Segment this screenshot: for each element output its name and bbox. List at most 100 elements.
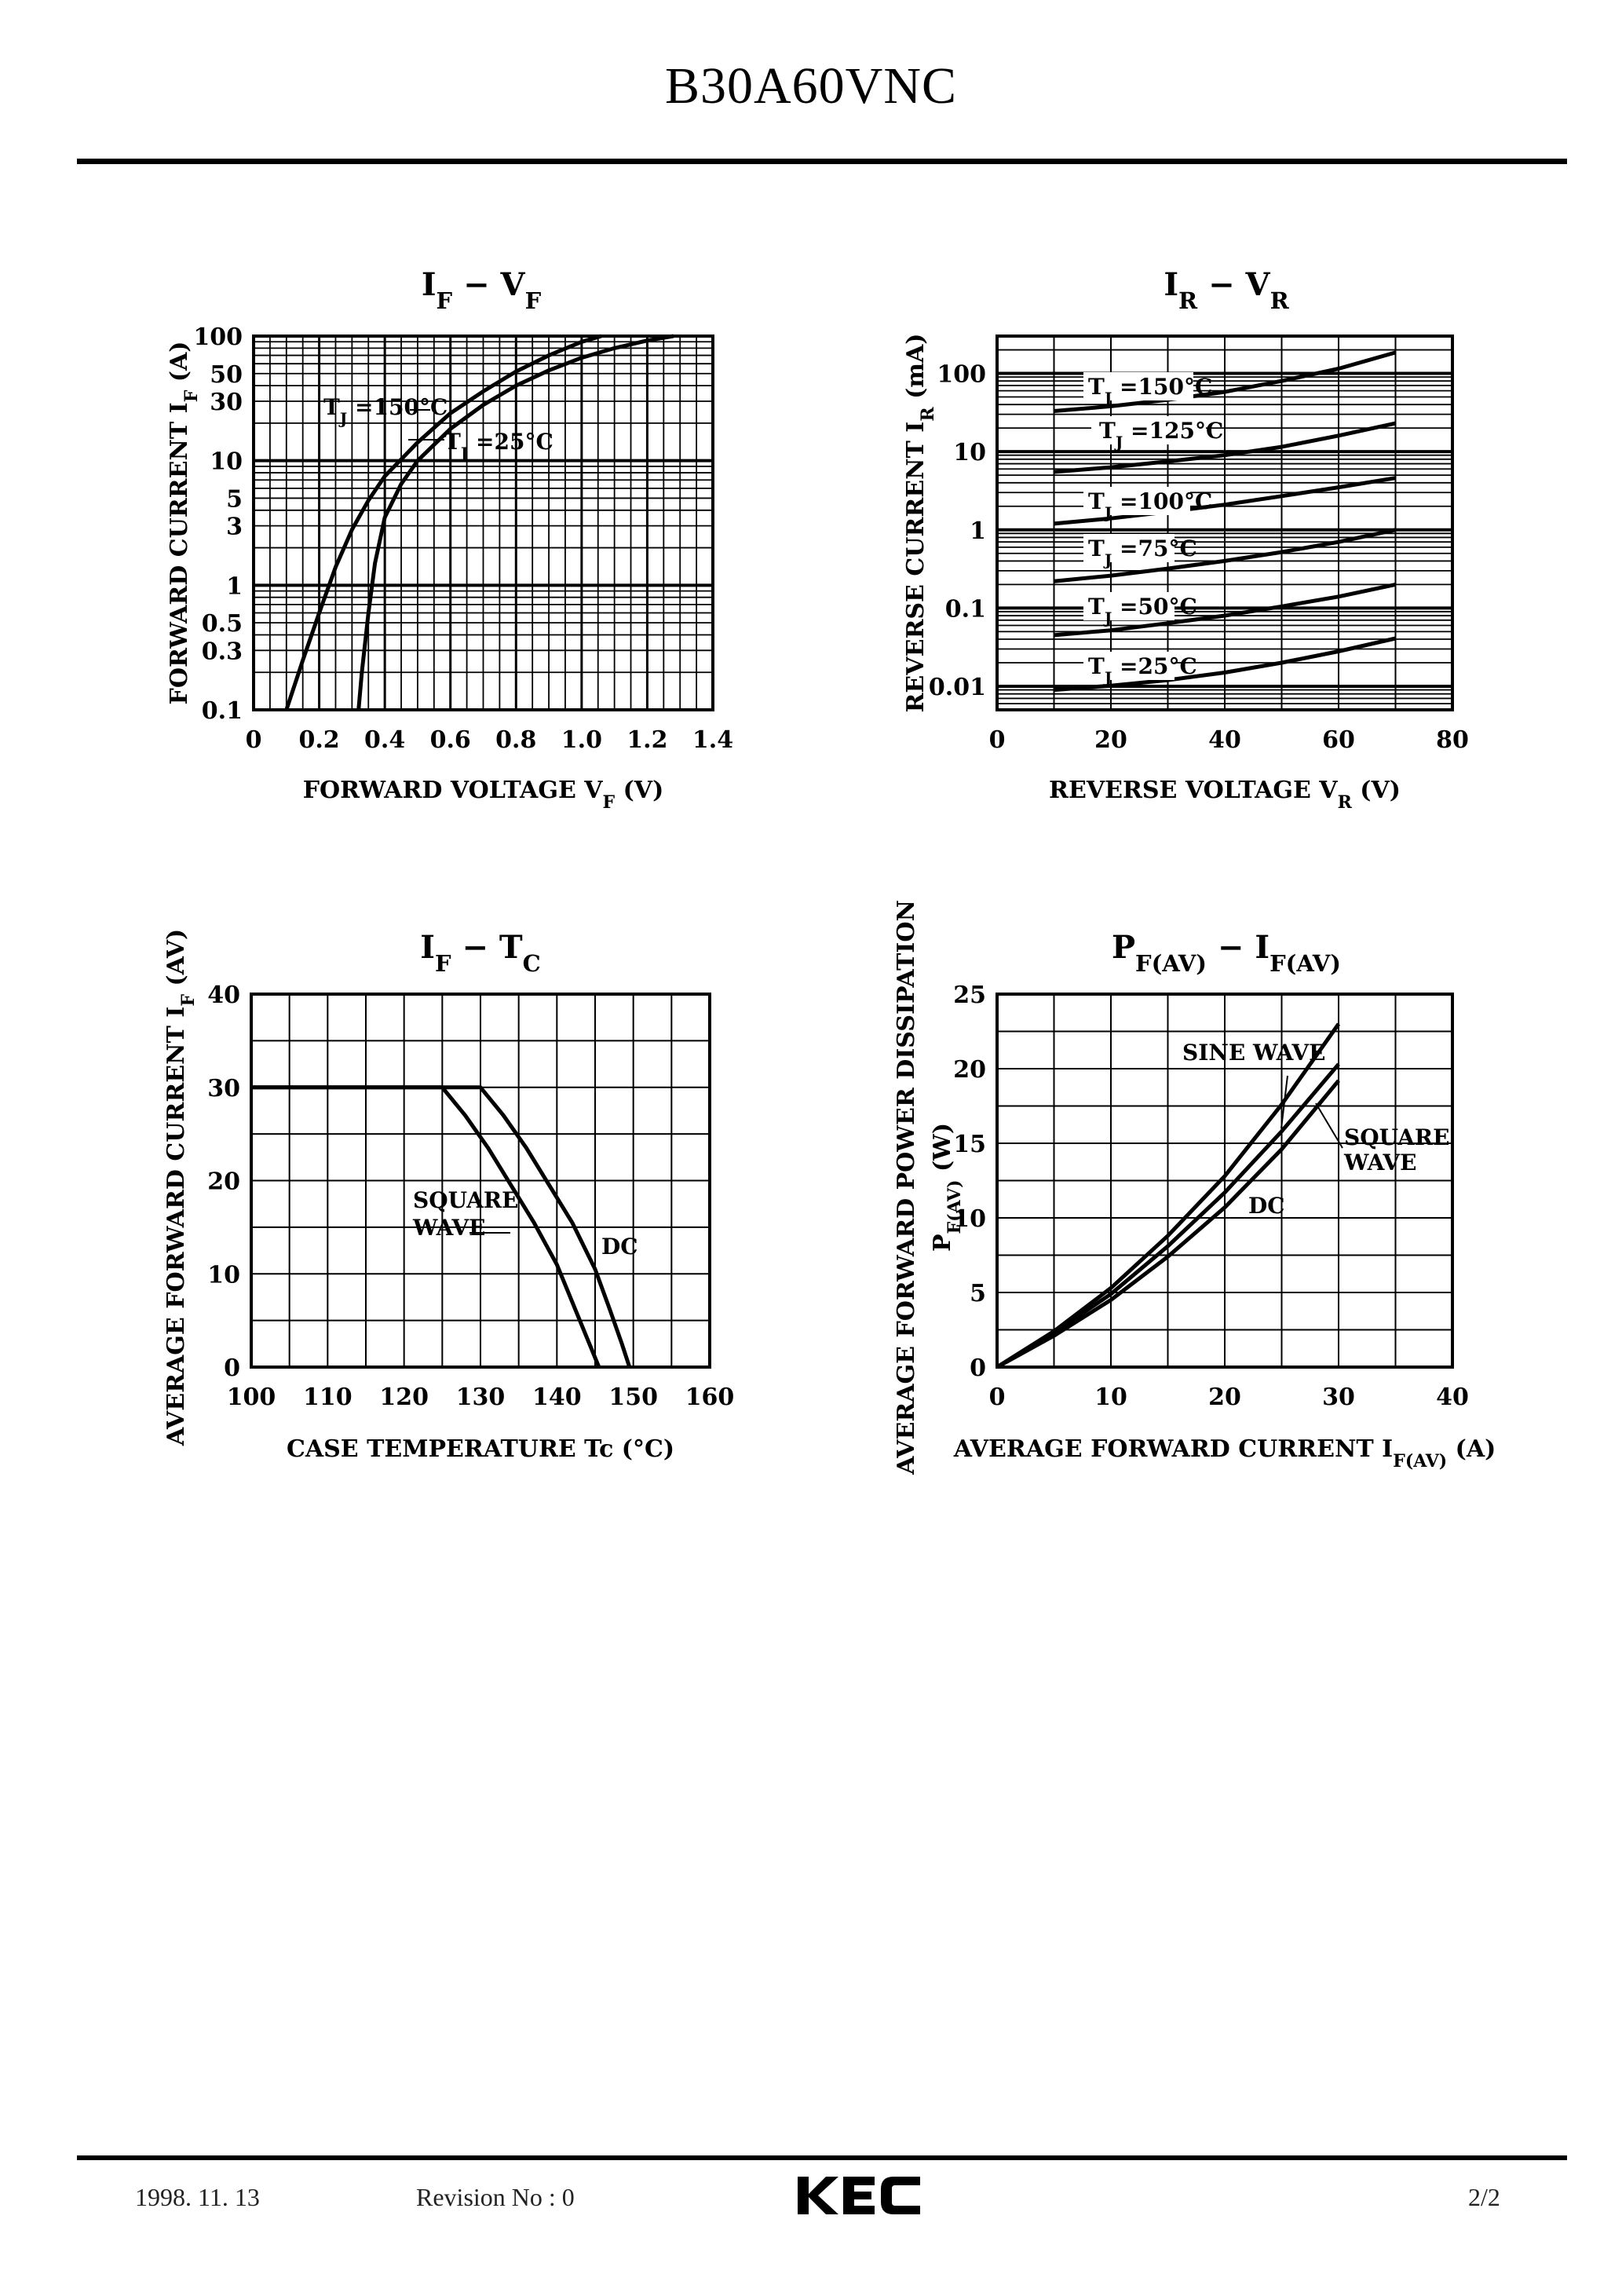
y-tick-label: 10	[207, 1261, 240, 1289]
x-tick-label: 110	[303, 1384, 353, 1411]
y-axis-label: FORWARD CURRENT IF (A)	[166, 342, 202, 705]
y-tick-label: 0	[970, 1355, 986, 1382]
chart-pf_if: 0 10 20 30 40 0 5 10 15 20 25 PF(AV) − IF(AV) AVERAG…	[893, 900, 1496, 1475]
series-label: TJ =100°C	[1088, 488, 1212, 522]
x-tick-label: 20	[1094, 726, 1127, 754]
x-tick-label: 40	[1436, 1384, 1469, 1411]
y-tick-label: 0.5	[202, 610, 243, 638]
x-tick-label: 0	[989, 1384, 1006, 1411]
chart-grid	[996, 335, 1453, 711]
x-tick-label: 30	[1322, 1384, 1355, 1411]
series-line	[995, 1079, 1340, 1369]
chart-if_vf: 0 0.2 0.4 0.6 0.8 1.0 1.2 1.4 0.1 0.30.5 1 35 10 3050…	[166, 266, 733, 813]
label-leader	[1315, 1102, 1343, 1149]
y-axis-label: AVERAGE FORWARD CURRENT IF (AV)	[163, 929, 199, 1446]
chart-title: IF − TC	[420, 929, 541, 977]
series-line	[1054, 350, 1397, 413]
series-line	[1054, 582, 1397, 638]
footer-page-number: 2/2	[1468, 2183, 1500, 2211]
series-line	[1054, 528, 1397, 583]
label-backdrop	[1091, 416, 1206, 444]
y-tick-label: 5	[970, 1280, 986, 1307]
series-label: TJ =50°C	[1088, 594, 1197, 627]
y-tick-label: 20	[953, 1056, 986, 1084]
y-tick-label: 25	[953, 982, 986, 1009]
label-backdrop	[1083, 534, 1174, 562]
chart-title: IR − VR	[1164, 266, 1289, 314]
y-tick-label: 30	[210, 389, 243, 416]
y-tick-label: 40	[207, 982, 240, 1009]
series-line	[1054, 636, 1397, 693]
y-tick-label: 10	[953, 1205, 986, 1233]
y-tick-label: 15	[953, 1131, 986, 1158]
y-axis-label: REVERSE CURRENT IR (mA)	[902, 334, 938, 713]
series-label: TJ =25°C	[444, 429, 553, 462]
page-title: B30A60VNC	[664, 57, 958, 115]
series-label: TJ =25°C	[1088, 653, 1197, 687]
x-axis-label: AVERAGE FORWARD CURRENT IF(AV) (A)	[953, 1435, 1496, 1472]
x-tick-label: 1.0	[561, 726, 602, 754]
y-tick-label: 0.1	[202, 697, 243, 725]
x-tick-label: 150	[608, 1384, 658, 1411]
x-tick-label: 0.6	[430, 726, 471, 754]
series-line	[251, 1085, 632, 1368]
y-tick-label: 100	[193, 324, 243, 351]
plot-frame	[252, 335, 714, 711]
label-backdrop	[1083, 372, 1193, 400]
series-line	[1054, 421, 1397, 474]
series-label: TJ =125°C	[1099, 418, 1223, 452]
series-label: TJ =150°C	[1088, 374, 1212, 408]
chart-ir_vr: 0 20 40 60 80 0.01 0.1 1 10 100 IR − VR REVERSE VOL…	[902, 266, 1469, 813]
y-tick-label: 30	[207, 1075, 240, 1102]
x-axis-label: FORWARD VOLTAGE VF (V)	[303, 777, 664, 813]
label-backdrop	[1083, 652, 1174, 680]
plot-frame	[250, 993, 711, 1369]
series-label: SINE WAVE	[1182, 1040, 1325, 1066]
y-tick-label: 0	[224, 1355, 240, 1382]
series-label: TJ =150°C	[323, 394, 448, 428]
series-line	[251, 1085, 601, 1368]
x-tick-label: 40	[1208, 726, 1241, 754]
y-tick-label: 10	[953, 439, 986, 466]
x-tick-label: 0.4	[364, 726, 405, 754]
x-tick-label: 0	[989, 726, 1006, 754]
y-tick-label: 100	[937, 361, 986, 389]
x-tick-label: 1.4	[692, 726, 733, 754]
x-tick-label: 120	[379, 1384, 429, 1411]
plot-frame	[995, 335, 1454, 711]
x-tick-label: 10	[1094, 1384, 1127, 1411]
y-tick-label: 5	[226, 485, 243, 513]
y-tick-label: 0.3	[202, 638, 243, 665]
series-line	[995, 1062, 1340, 1369]
x-tick-label: 60	[1322, 726, 1355, 754]
label-backdrop	[1083, 592, 1174, 620]
x-tick-label: 20	[1208, 1384, 1241, 1411]
y-tick-label: 20	[207, 1168, 240, 1196]
footer-revision: Revision No : 0	[416, 2183, 575, 2211]
y-tick-label: 0.01	[929, 674, 986, 701]
series-line	[284, 334, 602, 711]
header-divider	[77, 159, 1567, 164]
x-tick-label: 0	[246, 726, 262, 754]
y-axis-label-secondary: PF(AV) (W)	[929, 1123, 965, 1252]
label-backdrop	[1083, 487, 1190, 515]
series-label: SQUARE	[1344, 1124, 1450, 1150]
x-tick-label: 80	[1436, 726, 1469, 754]
chart-title: IF − VF	[422, 266, 542, 314]
y-tick-label: 1	[970, 517, 986, 545]
label-leader	[1280, 1075, 1288, 1129]
series-label: DC	[1248, 1193, 1285, 1219]
footer-divider	[77, 2155, 1567, 2160]
y-tick-label: 10	[210, 448, 243, 476]
x-tick-label: 100	[227, 1384, 276, 1411]
x-tick-label: 160	[685, 1384, 735, 1411]
y-axis-label: AVERAGE FORWARD POWER DISSIPATION	[893, 900, 920, 1475]
chart-grid	[250, 993, 711, 1368]
series-label: SQUARE	[413, 1187, 519, 1213]
chart-if_tc: 100 110 120 130 140 150 160 0 10 20 30 40 IF − TC CAS…	[163, 929, 734, 1463]
footer-date: 1998. 11. 13	[135, 2183, 260, 2211]
plot-frame	[995, 993, 1454, 1369]
x-axis-label: CASE TEMPERATURE Tc (°C)	[287, 1435, 674, 1463]
series-line	[356, 334, 674, 711]
